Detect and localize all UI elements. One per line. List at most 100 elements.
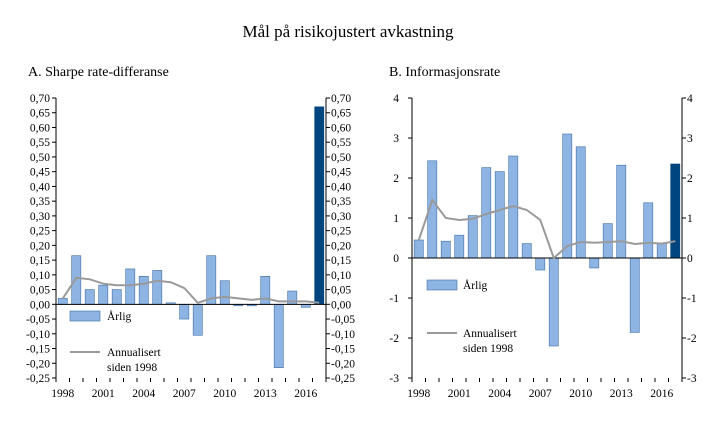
bar-2013 (616, 164, 627, 259)
y-tick-label-right: 0,15 (331, 255, 351, 267)
bar-2017 (670, 163, 681, 259)
y-tick-label-left: 0,45 (30, 167, 50, 179)
y-tick-label-left: 0,35 (30, 196, 50, 208)
panel-information-ratio: B. Informasjonsrate -3 -3 -2 -2 -1 -1 0 0 1 1 2 2 3 3 4… (389, 65, 697, 400)
y-tick-label-left: 3 (393, 133, 399, 145)
panel-title: B. Informasjonsrate (389, 65, 500, 80)
bar-2007 (179, 304, 190, 320)
panel-title: A. Sharpe rate-differanse (28, 65, 169, 80)
y-tick-label-left: -0,20 (26, 358, 50, 370)
y-tick-label-left: 2 (393, 173, 399, 185)
x-tick-label: 2001 (92, 388, 115, 400)
y-tick-label-right: -2 (687, 333, 697, 345)
y-tick-label-left: 0,65 (30, 108, 50, 120)
y-tick-label-right: 0,40 (331, 181, 351, 193)
y-tick-label-left: 0,30 (30, 211, 50, 223)
bar-2016 (656, 243, 667, 259)
y-tick-label-right: 0,30 (331, 211, 351, 223)
legend-label-annual: Årlig (107, 309, 132, 323)
x-tick-label: 2016 (294, 388, 317, 400)
y-tick-label-left: -3 (389, 373, 399, 385)
y-tick-label-right: 1 (687, 213, 693, 225)
x-tick-label: 2013 (610, 388, 633, 400)
main-title: Mål på risikojustert avkastning (242, 22, 454, 41)
y-tick-label-left: -2 (389, 333, 399, 345)
x-tick-label: 2010 (213, 388, 236, 400)
bar-2001 (454, 234, 465, 259)
bar-2010 (219, 280, 230, 305)
y-tick-label-right: -1 (687, 293, 697, 305)
x-tick-label: 2016 (650, 388, 673, 400)
x-tick-label: 2001 (448, 388, 471, 400)
y-tick-label-right: -0,10 (331, 329, 355, 341)
y-tick-label-right: 0,65 (331, 108, 351, 120)
bar-2001 (98, 284, 109, 305)
y-tick-label-left: 0,60 (30, 122, 50, 134)
x-tick-label: 2007 (173, 388, 196, 400)
y-tick-label-right: -0,20 (331, 358, 355, 370)
y-tick-label-left: 0,25 (30, 226, 50, 238)
panel-sharpe: A. Sharpe rate-differanse -0,25 -0,25 -0,20… (26, 65, 355, 400)
bar-2012 (602, 223, 613, 259)
y-tick-label-left: -1 (389, 293, 399, 305)
y-tick-label-right: -0,15 (331, 344, 355, 356)
y-tick-label-right: 0,50 (331, 152, 351, 164)
bar-2000 (440, 240, 451, 259)
bar-2014 (629, 257, 640, 333)
y-tick-label-right: 0,05 (331, 285, 351, 297)
bar-2009 (562, 133, 573, 259)
bar-2000 (84, 289, 95, 305)
y-tick-label-left: 0,20 (30, 240, 50, 252)
bar-2011 (589, 257, 600, 269)
y-tick-label-left: -0,25 (26, 373, 50, 385)
y-tick-label-left: 0,05 (30, 285, 50, 297)
y-tick-label-left: 4 (393, 93, 399, 105)
bar-2008 (192, 304, 203, 336)
y-tick-label-left: -0,10 (26, 329, 50, 341)
bar-2017 (314, 106, 325, 305)
y-tick-label-left: 1 (393, 213, 399, 225)
legend-label-annualised: siden 1998 (463, 343, 513, 355)
y-tick-label-right: 2 (687, 173, 693, 185)
x-tick-label: 2004 (132, 388, 155, 400)
bar-2008 (548, 257, 559, 347)
y-tick-label-left: 0 (393, 253, 399, 265)
bar-2004 (494, 171, 505, 259)
y-tick-label-left: 0,00 (30, 299, 50, 311)
y-tick-label-left: 0,55 (30, 137, 50, 149)
series-line-annualised (417, 197, 676, 260)
legend-label-annualised: Annualisert (107, 347, 161, 359)
y-tick-label-right: -0,25 (331, 373, 355, 385)
y-tick-label-right: 0,00 (331, 299, 351, 311)
bar-2006 (521, 243, 532, 259)
y-tick-label-left: -0,15 (26, 344, 50, 356)
bar-2002 (467, 215, 478, 259)
y-tick-label-right: -0,05 (331, 314, 355, 326)
bar-2003 (125, 268, 136, 305)
bar-1998 (413, 239, 424, 259)
y-tick-label-right: 3 (687, 133, 693, 145)
x-tick-label: 2007 (529, 388, 552, 400)
x-tick-label: 1998 (51, 388, 74, 400)
y-tick-label-left: 0,10 (30, 270, 50, 282)
y-tick-label-right: 0 (687, 253, 693, 265)
series-line-annualised (61, 276, 320, 304)
y-tick-label-right: 0,60 (331, 122, 351, 134)
y-tick-label-right: 0,10 (331, 270, 351, 282)
y-tick-label-right: 0,45 (331, 167, 351, 179)
y-tick-label-right: 0,35 (331, 196, 351, 208)
y-tick-label-right: 0,70 (331, 93, 351, 105)
legend-label-annual: Årlig (463, 278, 488, 292)
bar-2014 (273, 304, 284, 368)
bar-1998 (57, 298, 68, 305)
bar-2005 (152, 270, 163, 305)
x-tick-label: 2013 (254, 388, 277, 400)
x-tick-label: 2010 (569, 388, 592, 400)
y-tick-label-left: 0,40 (30, 181, 50, 193)
bar-2007 (535, 257, 546, 271)
x-tick-label: 1998 (407, 388, 430, 400)
bar-2002 (111, 289, 122, 305)
legend-label-annualised: Annualisert (463, 328, 517, 340)
y-tick-label-right: 4 (687, 93, 693, 105)
